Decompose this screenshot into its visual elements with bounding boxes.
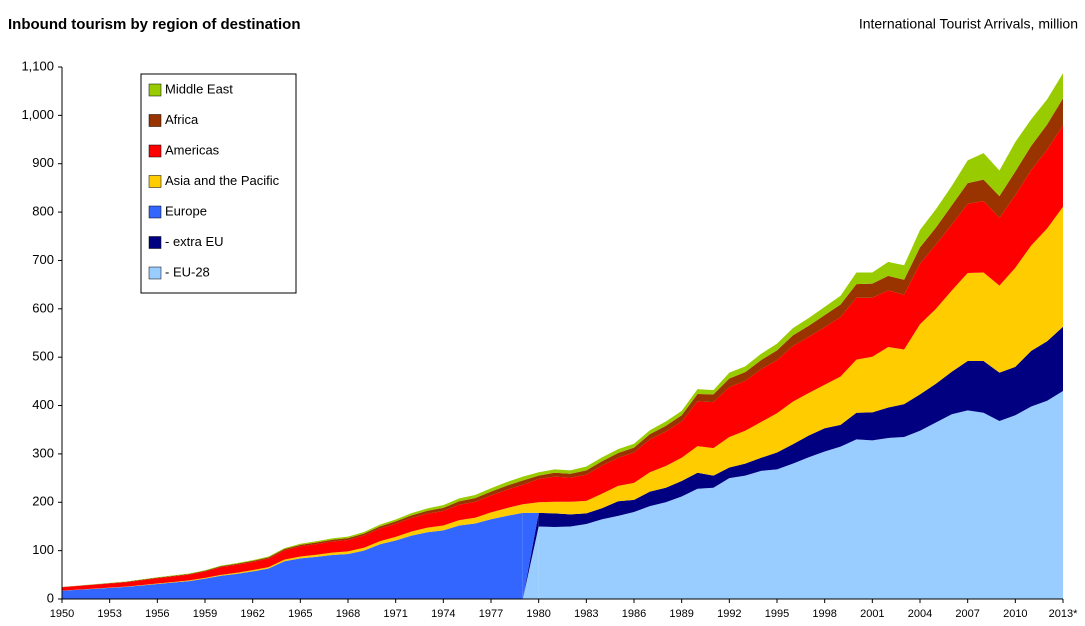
chart-subtitle: International Tourist Arrivals, million: [859, 16, 1078, 32]
legend-swatch: [148, 83, 162, 97]
y-tick-label: 400: [32, 397, 54, 412]
x-tick-label: 1989: [669, 608, 693, 620]
x-tick-label: 1953: [97, 608, 121, 620]
x-tick-label: 1971: [383, 608, 407, 620]
area: [538, 391, 1063, 599]
area: [62, 206, 1063, 591]
area-transition: [522, 526, 539, 599]
y-tick-label: 500: [32, 349, 54, 364]
legend-label: - extra EU: [165, 234, 224, 249]
x-tick-label: 2004: [908, 608, 932, 620]
x-tick-label: 1992: [717, 608, 741, 620]
x-tick-label: 1959: [193, 608, 217, 620]
legend-label: Americas: [165, 142, 220, 157]
legend-swatch: [148, 266, 162, 280]
x-tick-label: 1980: [526, 608, 550, 620]
area: [62, 125, 1063, 591]
y-tick-label: 900: [32, 155, 54, 170]
x-tick-label: 2001: [860, 608, 884, 620]
x-tick-label: 1962: [240, 608, 264, 620]
legend-swatch: [148, 205, 162, 219]
y-tick-label: 1,000: [21, 107, 54, 122]
legend-swatch: [148, 144, 162, 158]
y-tick-label: 800: [32, 204, 54, 219]
x-tick-label: 1995: [765, 608, 789, 620]
x-tick-label: 2010: [1003, 608, 1027, 620]
x-tick-label: 2013*: [1049, 608, 1078, 620]
x-tick-label: 1956: [145, 608, 169, 620]
chart-title: Inbound tourism by region of destination: [8, 16, 301, 33]
legend-box: [140, 73, 297, 294]
x-tick-label: 1974: [431, 608, 455, 620]
x-tick-label: 1998: [812, 608, 836, 620]
y-tick-label: 700: [32, 252, 54, 267]
legend-swatch: [148, 114, 162, 127]
y-tick-label: 1,100: [21, 58, 54, 73]
y-tick-label: 200: [32, 494, 54, 509]
legend-label: - EU-28: [165, 264, 210, 279]
area: [62, 512, 523, 599]
x-tick-label: 1983: [574, 608, 598, 620]
legend-label: Asia and the Pacific: [165, 173, 280, 188]
x-tick-label: 1986: [622, 608, 646, 620]
y-tick-label: 100: [32, 542, 54, 557]
area-transition: [522, 512, 539, 599]
legend-swatch: [148, 236, 162, 249]
y-tick-label: 300: [32, 445, 54, 460]
legend-label: Africa: [165, 112, 199, 127]
legend-label: Europe: [165, 203, 207, 218]
y-tick-label: 600: [32, 300, 54, 315]
legend-swatch: [148, 175, 162, 188]
y-tick-label: 0: [47, 590, 54, 605]
x-tick-label: 1965: [288, 608, 312, 620]
x-tick-label: 1977: [479, 608, 503, 620]
x-tick-label: 1950: [50, 608, 74, 620]
legend-label: Middle East: [165, 81, 233, 96]
x-tick-label: 1968: [336, 608, 360, 620]
x-tick-label: 2007: [955, 608, 979, 620]
